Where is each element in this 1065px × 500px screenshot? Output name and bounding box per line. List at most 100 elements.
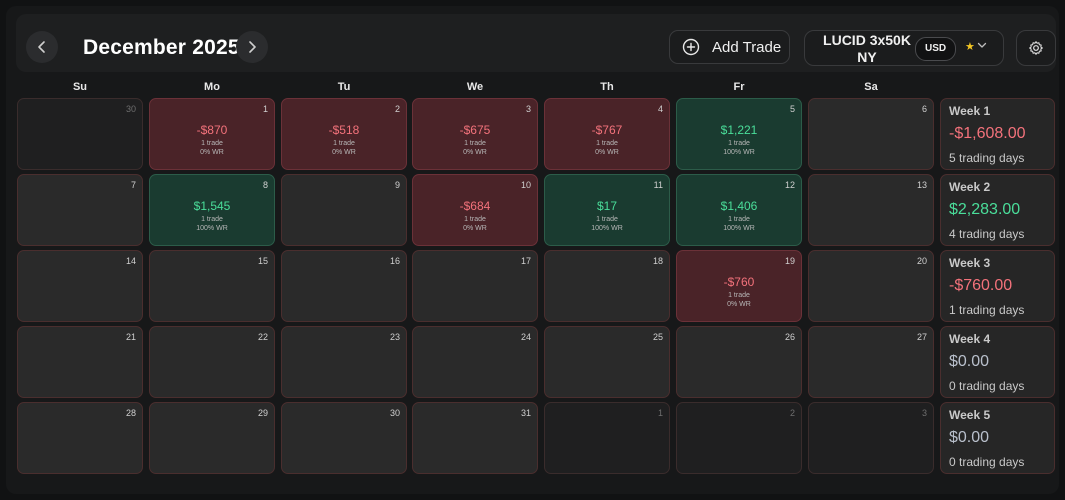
month-title: December 2025 xyxy=(83,36,240,59)
calendar-day-cell[interactable]: 10 -$684 1 trade 0% WR xyxy=(412,174,538,246)
calendar-day-cell[interactable]: 22 xyxy=(149,326,275,398)
day-pnl: -$684 xyxy=(459,199,491,213)
day-pnl: $1,545 xyxy=(193,199,231,213)
calendar-day-cell[interactable]: 21 xyxy=(17,326,143,398)
calendar-day-cell[interactable]: 13 xyxy=(808,174,934,246)
calendar-day-cell[interactable]: 8 $1,545 1 trade 100% WR xyxy=(149,174,275,246)
day-trade-count: 1 trade xyxy=(333,140,355,147)
day-number: 31 xyxy=(520,408,531,418)
calendar-day-cell[interactable]: 15 xyxy=(149,250,275,322)
calendar-day-cell[interactable]: 28 xyxy=(17,402,143,474)
day-number: 8 xyxy=(262,180,268,190)
week-trading-days: 5 trading days xyxy=(949,151,1025,165)
day-pnl: -$518 xyxy=(328,123,360,137)
previous-month-button[interactable] xyxy=(26,31,58,63)
calendar-day-cell[interactable]: 4 -$767 1 trade 0% WR xyxy=(544,98,670,170)
day-trade-count: 1 trade xyxy=(728,292,750,299)
day-number: 3 xyxy=(921,408,927,418)
calendar-day-cell[interactable]: 27 xyxy=(808,326,934,398)
calendar-day-cell[interactable]: 3 xyxy=(808,402,934,474)
calendar-day-cell[interactable]: 30 xyxy=(17,98,143,170)
calendar-day-cell[interactable]: 7 xyxy=(17,174,143,246)
account-name: LUCID 3x50K NY xyxy=(823,32,911,65)
day-number: 23 xyxy=(389,332,400,342)
week-summary-card[interactable]: Week 5 $0.00 0 trading days xyxy=(940,402,1055,474)
day-number: 24 xyxy=(520,332,531,342)
next-month-button[interactable] xyxy=(236,31,268,63)
day-number: 29 xyxy=(257,408,268,418)
day-number: 30 xyxy=(125,104,136,114)
day-trade-count: 1 trade xyxy=(728,216,750,223)
day-trade-count: 1 trade xyxy=(464,140,486,147)
day-number: 1 xyxy=(657,408,663,418)
calendar-day-cell[interactable]: 6 xyxy=(808,98,934,170)
day-number: 11 xyxy=(653,180,663,190)
week-label: Week 1 xyxy=(949,104,991,118)
day-pnl: -$767 xyxy=(591,123,623,137)
day-pnl: -$760 xyxy=(723,275,755,289)
day-number: 4 xyxy=(657,104,663,114)
day-number: 18 xyxy=(652,256,663,266)
week-summary-card[interactable]: Week 4 $0.00 0 trading days xyxy=(940,326,1055,398)
week-pnl: $2,283.00 xyxy=(949,201,1021,218)
week-summary-card[interactable]: Week 1 -$1,608.00 5 trading days xyxy=(940,98,1055,170)
day-number: 7 xyxy=(130,180,136,190)
calendar-day-cell[interactable]: 19 -$760 1 trade 0% WR xyxy=(676,250,802,322)
weekday-label: Su xyxy=(72,81,88,93)
calendar-day-cell[interactable]: 16 xyxy=(281,250,407,322)
settings-button[interactable] xyxy=(1016,30,1056,66)
star-icon[interactable]: ★ xyxy=(965,41,975,53)
calendar-day-cell[interactable]: 2 -$518 1 trade 0% WR xyxy=(281,98,407,170)
week-trading-days: 0 trading days xyxy=(949,455,1025,469)
calendar-day-cell[interactable]: 1 xyxy=(544,402,670,474)
calendar-day-cell[interactable]: 1 -$870 1 trade 0% WR xyxy=(149,98,275,170)
day-pnl: $1,221 xyxy=(720,123,758,137)
calendar-day-cell[interactable]: 9 xyxy=(281,174,407,246)
calendar-day-cell[interactable]: 23 xyxy=(281,326,407,398)
day-number: 19 xyxy=(784,256,795,266)
calendar-day-cell[interactable]: 24 xyxy=(412,326,538,398)
chevron-down-icon[interactable] xyxy=(977,40,987,50)
day-number: 14 xyxy=(125,256,136,266)
day-number: 26 xyxy=(784,332,795,342)
day-trade-count: 1 trade xyxy=(596,140,618,147)
calendar-day-cell[interactable]: 30 xyxy=(281,402,407,474)
calendar-day-cell[interactable]: 18 xyxy=(544,250,670,322)
calendar-day-cell[interactable]: 14 xyxy=(17,250,143,322)
day-win-rate: 0% WR xyxy=(595,149,619,156)
calendar-day-cell[interactable]: 11 $17 1 trade 100% WR xyxy=(544,174,670,246)
day-number: 21 xyxy=(125,332,136,342)
day-number: 2 xyxy=(789,408,795,418)
add-trade-button[interactable]: Add Trade xyxy=(669,30,790,64)
day-number: 27 xyxy=(916,332,927,342)
calendar-day-cell[interactable]: 2 xyxy=(676,402,802,474)
calendar-day-cell[interactable]: 5 $1,221 1 trade 100% WR xyxy=(676,98,802,170)
weekday-label: Th xyxy=(600,81,614,93)
week-pnl: $0.00 xyxy=(949,429,990,446)
week-summary-card[interactable]: Week 3 -$760.00 1 trading days xyxy=(940,250,1055,322)
calendar-day-cell[interactable]: 25 xyxy=(544,326,670,398)
calendar-day-cell[interactable]: 17 xyxy=(412,250,538,322)
week-summary-card[interactable]: Week 2 $2,283.00 4 trading days xyxy=(940,174,1055,246)
day-number: 20 xyxy=(916,256,927,266)
calendar-day-cell[interactable]: 26 xyxy=(676,326,802,398)
day-win-rate: 0% WR xyxy=(463,149,487,156)
calendar-day-cell[interactable]: 3 -$675 1 trade 0% WR xyxy=(412,98,538,170)
currency-selector[interactable]: USD xyxy=(915,37,957,61)
calendar-day-cell[interactable]: 20 xyxy=(808,250,934,322)
calendar-day-cell[interactable]: 29 xyxy=(149,402,275,474)
day-number: 17 xyxy=(520,256,531,266)
calendar-header: December 2025 Add Trade LUCID 3x50K NY U… xyxy=(16,14,1056,72)
day-number: 5 xyxy=(789,104,795,114)
day-win-rate: 100% WR xyxy=(196,225,228,232)
calendar-day-cell[interactable]: 31 xyxy=(412,402,538,474)
calendar-day-cell[interactable]: 12 $1,406 1 trade 100% WR xyxy=(676,174,802,246)
weekday-label: Sa xyxy=(864,81,878,93)
week-label: Week 2 xyxy=(949,180,991,194)
day-number: 28 xyxy=(125,408,136,418)
gear-icon xyxy=(1029,41,1043,55)
account-selector[interactable]: LUCID 3x50K NY USD ★ xyxy=(804,30,1004,66)
week-label: Week 5 xyxy=(949,408,991,422)
day-win-rate: 0% WR xyxy=(463,225,487,232)
day-number: 22 xyxy=(257,332,268,342)
